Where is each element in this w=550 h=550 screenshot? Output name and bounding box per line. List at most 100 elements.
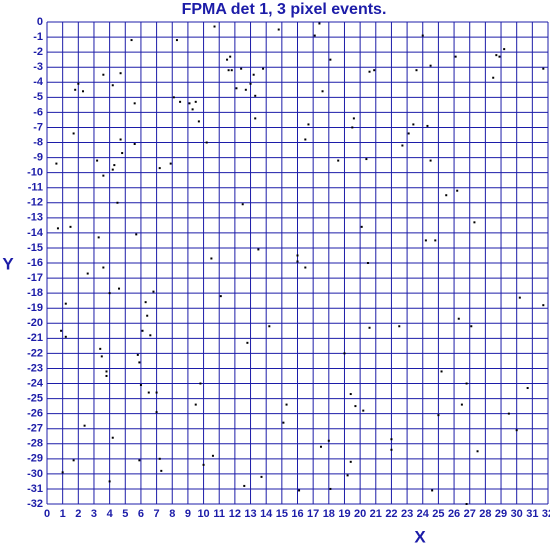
point [227,69,230,72]
point [235,87,238,90]
point [457,317,460,320]
x-tick-label: 10 [197,508,209,520]
point [298,489,301,492]
y-tick-label: -1 [33,31,43,43]
x-tick-label: 30 [511,508,523,520]
x-tick-label: 6 [138,508,144,520]
point [249,82,252,85]
point [152,290,155,293]
point [327,439,330,442]
point [213,25,216,28]
y-tick-label: -31 [27,483,43,495]
point [246,341,249,344]
y-tick-label: -32 [27,498,43,510]
point [390,448,393,451]
point [241,203,244,206]
x-tick-label: 29 [495,508,507,520]
point [61,471,64,474]
x-tick-label: 23 [401,508,413,520]
y-tick-label: -3 [33,61,43,73]
y-tick-label: -14 [27,227,44,239]
point [205,141,208,144]
point [421,34,424,37]
point [113,164,116,167]
y-axis-label: Y [2,254,14,273]
x-tick-label: 5 [122,508,128,520]
point [111,436,114,439]
point [346,474,349,477]
point [160,469,163,472]
y-tick-label: -25 [27,392,43,404]
point [97,236,100,239]
point [111,168,114,171]
point [158,457,161,460]
x-tick-label: 18 [323,508,335,520]
y-tick-label: -24 [27,377,44,389]
point [105,374,108,377]
point [191,108,194,111]
y-tick-label: -17 [27,272,43,284]
point [82,90,85,93]
point [210,257,213,260]
point [329,58,332,61]
point [368,70,371,73]
y-tick-label: -8 [33,136,43,148]
point [431,489,434,492]
y-tick-label: -18 [27,287,43,299]
point [257,248,260,251]
point [72,132,75,135]
point [304,138,307,141]
point [118,287,121,290]
point [133,143,136,146]
point [282,421,285,424]
point [175,39,178,42]
point [194,403,197,406]
x-tick-label: 13 [244,508,256,520]
point [492,76,495,79]
x-tick-label: 7 [154,508,160,520]
point [133,102,136,105]
y-tick-label: -26 [27,408,43,420]
point [102,174,105,177]
y-tick-label: -10 [27,167,43,179]
point [542,67,545,70]
x-tick-label: 17 [307,508,319,520]
point [503,48,506,51]
y-tick-label: -6 [33,106,43,118]
point [252,73,255,76]
point [429,159,432,162]
point [526,387,529,390]
point [542,304,545,307]
chart-title: FPMA det 1, 3 pixel events. [182,1,387,18]
point [454,55,457,58]
x-tick-label: 26 [448,508,460,520]
point [465,382,468,385]
point [426,124,429,127]
x-tick-label: 14 [260,508,273,520]
point [102,266,105,269]
point [60,329,63,332]
x-tick-label: 21 [370,508,382,520]
point [229,55,232,58]
point [149,334,152,337]
point [139,384,142,387]
point [354,405,357,408]
point [440,370,443,373]
x-tick-label: 31 [526,508,538,520]
point [64,302,67,305]
point [144,301,147,304]
y-tick-label: -7 [33,121,43,133]
point [476,450,479,453]
point [262,67,265,70]
point [318,22,321,25]
x-tick-label: 22 [385,508,397,520]
x-tick-label: 20 [354,508,366,520]
point [277,28,280,31]
y-tick-label: -11 [28,182,43,194]
point [313,34,316,37]
point [329,487,332,490]
point [111,84,114,87]
point [424,239,427,242]
point [349,460,352,463]
x-tick-label: 25 [432,508,444,520]
